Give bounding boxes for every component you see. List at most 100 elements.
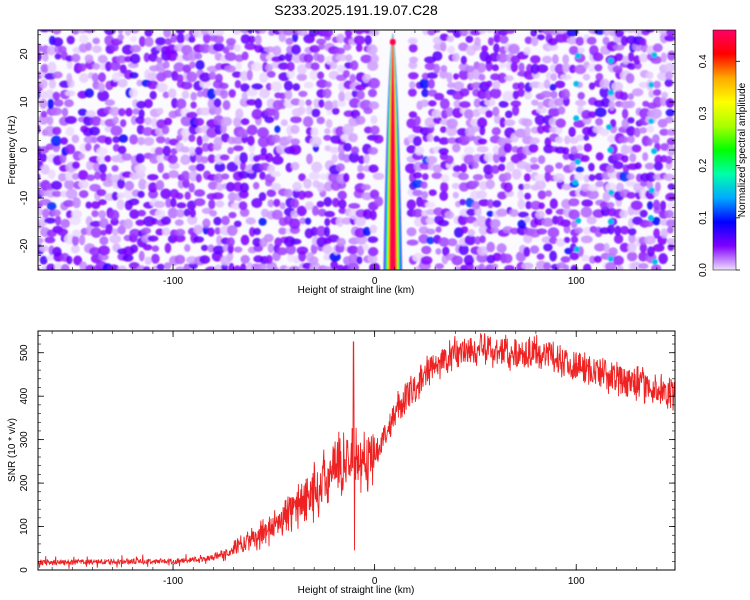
spectrogram-cell xyxy=(420,99,429,108)
spectrogram-cell xyxy=(439,98,450,110)
spectrogram-cell xyxy=(660,52,667,63)
spectrogram-cell xyxy=(259,88,270,99)
spectrogram-cell xyxy=(98,245,110,256)
spectrogram-cell xyxy=(464,134,476,142)
spectrogram-cell xyxy=(199,72,211,83)
spectrogram-cell xyxy=(206,127,218,138)
spectrogram-cell xyxy=(308,171,320,180)
spectrogram-cell xyxy=(356,172,365,180)
spectrogram-cell xyxy=(134,164,146,174)
spectrogram-cell xyxy=(594,107,607,118)
spectrogram-cell xyxy=(667,183,675,190)
spectrogram-cell xyxy=(355,43,363,52)
spectrogram-cell xyxy=(324,226,330,238)
spectrogram-cell xyxy=(170,197,177,208)
spectrogram-cell xyxy=(184,244,191,252)
spectrogram-cell xyxy=(653,199,660,211)
spectrogram-cell xyxy=(182,64,192,74)
spectrogram-cell xyxy=(247,88,258,97)
spectrogram-cell xyxy=(287,253,294,263)
spectrogram-cell xyxy=(136,79,144,87)
spectrogram-cell xyxy=(202,32,211,44)
spectrogram-cell xyxy=(201,142,210,152)
spectrogram-cell xyxy=(447,45,456,54)
spectrogram-cell xyxy=(164,242,172,254)
spectrogram-cell xyxy=(625,73,635,84)
spectrogram-cell xyxy=(144,98,153,109)
spectrogram-cell xyxy=(427,78,435,89)
spectrogram-cell xyxy=(555,238,566,247)
spectrogram-cell xyxy=(666,219,675,228)
snr-line xyxy=(38,333,675,569)
spectrogram-cell xyxy=(446,30,455,33)
spectrogram-cell xyxy=(244,42,257,51)
spectrogram-cell xyxy=(327,234,340,243)
spectrogram-cell xyxy=(405,163,417,174)
spectrogram-cell xyxy=(156,136,166,144)
spectrogram-cell xyxy=(186,200,197,211)
spectrogram-cell xyxy=(368,164,379,173)
spectrogram-cell xyxy=(626,63,637,70)
spectrogram-cell xyxy=(89,220,102,228)
spectrogram-cell xyxy=(664,116,674,124)
spectrogram-cell xyxy=(577,92,585,100)
spectrogram-cell xyxy=(155,228,165,236)
spectrogram-cell xyxy=(642,152,649,162)
spectrogram-cell xyxy=(446,118,458,129)
spectrogram-cell xyxy=(503,172,512,181)
spectrogram-cell xyxy=(576,144,584,152)
spectrogram-cell xyxy=(456,128,469,136)
spectrogram-cell xyxy=(667,226,674,234)
spectrogram-cell xyxy=(422,173,429,181)
spectrogram-spot xyxy=(651,258,658,265)
spectrogram-cell xyxy=(660,200,667,211)
x-tick-label: 100 xyxy=(568,276,585,287)
spectrogram-cell xyxy=(289,144,302,156)
spectrogram-cell xyxy=(66,255,73,265)
spectrogram-cell xyxy=(184,191,191,200)
spectrogram-cell xyxy=(583,174,591,183)
spectrogram-cell xyxy=(460,55,467,65)
spectrogram-cell xyxy=(330,260,339,270)
spectrogram-cell xyxy=(239,161,247,171)
spectrogram-cell xyxy=(426,72,438,79)
spectrogram-cell xyxy=(213,98,222,108)
spectrogram-cell xyxy=(187,50,199,61)
spectrogram-cell xyxy=(188,170,199,182)
spectrogram-cell xyxy=(285,244,297,255)
spectrogram-cell xyxy=(493,43,500,54)
spectrogram-cell xyxy=(363,153,370,164)
spectrogram-cell xyxy=(471,201,481,210)
colorbar-ticks: 0.0 0.1 0.2 0.3 0.4 xyxy=(698,54,740,277)
spectrogram-cell xyxy=(660,143,670,151)
spectrogram-cell xyxy=(232,71,242,78)
spectrogram-cell xyxy=(138,178,147,190)
y-tick-label: -10 xyxy=(19,190,30,205)
spectrogram-cell xyxy=(549,83,557,91)
spectrogram-cell xyxy=(138,250,145,262)
spectrogram-cell xyxy=(78,153,85,160)
spectrogram-spot xyxy=(573,80,580,87)
spectrogram-cell xyxy=(214,227,221,235)
spectrogram-cell xyxy=(213,216,222,226)
spectrogram-cell xyxy=(290,98,301,106)
spectrogram-cell xyxy=(209,71,216,80)
spectrogram-cell xyxy=(286,61,295,72)
spectrogram-cell xyxy=(364,35,372,46)
spectrogram-spot xyxy=(575,52,581,59)
spectrogram-cell xyxy=(560,74,572,81)
spectrogram-cell xyxy=(629,153,637,163)
spectrogram-cell xyxy=(253,227,261,236)
spectrogram-cell xyxy=(516,88,526,97)
spectrogram-cell xyxy=(452,165,462,173)
spectrogram-cell xyxy=(554,98,565,107)
spectrogram-cell xyxy=(291,44,301,55)
spectrogram-cell xyxy=(659,128,670,136)
spectrogram-cell xyxy=(603,30,610,37)
spectrogram-cell xyxy=(228,89,236,98)
spectrogram-cell xyxy=(561,183,573,191)
spectrogram-cell xyxy=(613,255,624,266)
spectrogram-cell xyxy=(63,199,75,208)
spectrogram-cell xyxy=(311,108,321,118)
